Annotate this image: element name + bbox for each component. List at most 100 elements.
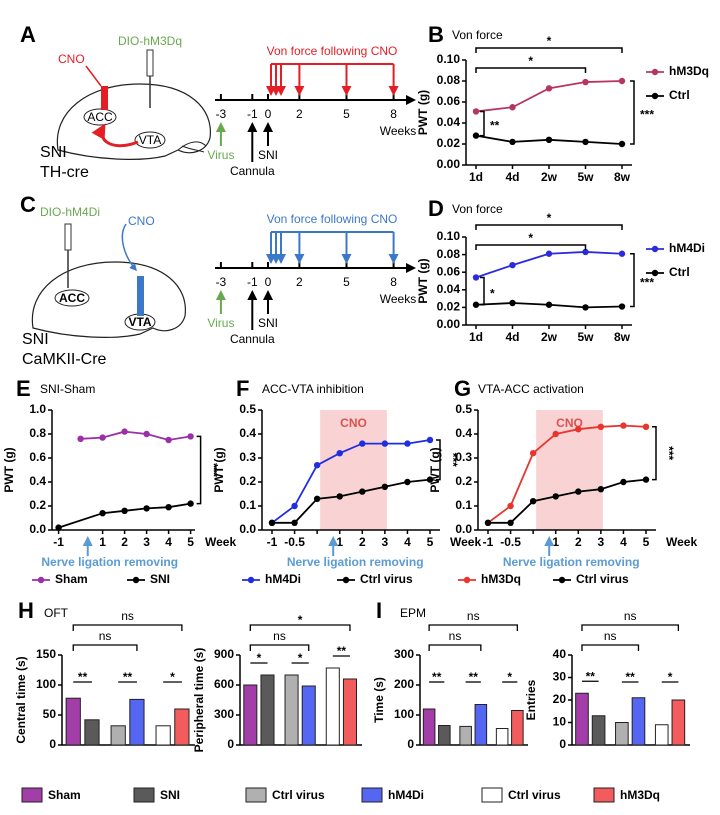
significance-label: *** (640, 275, 654, 289)
bar (495, 728, 509, 746)
y-axis-label: PWT (g) (212, 447, 226, 492)
legend-label: Ctrl virus (360, 572, 413, 586)
x-tick-label: 3 (143, 535, 150, 549)
significance-bracket (652, 426, 657, 481)
bar (155, 725, 171, 746)
timeline-tick-label: -1 (247, 107, 258, 121)
significance-label: ** (490, 119, 500, 133)
data-point (472, 301, 480, 308)
significance-bracket (630, 80, 635, 145)
shaded-region (320, 410, 387, 530)
data-point (582, 248, 589, 256)
data-point (472, 108, 480, 115)
x-tick-label: 2 (121, 535, 128, 549)
significance-label: * (507, 670, 512, 684)
data-point (552, 493, 559, 500)
schematic-a: A ACC VTA CNO DIO-hM3Dq SNI TH-cre (20, 22, 211, 181)
model-label: SNI (40, 144, 67, 161)
significance-label: ns (99, 629, 112, 643)
data-point (313, 462, 321, 469)
significance-label: * (170, 670, 175, 684)
legend-label: hM3Dq (620, 788, 660, 802)
bar (110, 725, 126, 746)
series-line (487, 424, 647, 524)
data-point (313, 495, 321, 502)
sni-label: SNI (258, 316, 278, 330)
data-point (336, 450, 343, 457)
significance-bracket (475, 67, 587, 73)
timeline-tick-label: 8 (390, 275, 397, 289)
data-point (472, 132, 480, 139)
legend-marker (651, 245, 659, 253)
significance-label: *** (662, 446, 676, 460)
significance-label: *** (446, 453, 460, 467)
legend-swatch (133, 787, 155, 803)
data-point (529, 498, 537, 505)
data-point (618, 303, 626, 310)
data-point (618, 77, 626, 85)
bar (438, 725, 451, 746)
data-point (359, 440, 366, 447)
data-point (509, 261, 516, 269)
data-point (575, 426, 582, 433)
y-tick-label: 0.6 (29, 450, 46, 464)
pointer (121, 223, 137, 272)
projection-arrow (91, 123, 139, 148)
y-tick-label: 0.1 (455, 498, 472, 512)
y-tick-label: 0.8 (29, 426, 46, 440)
significance-label: ** (432, 670, 442, 684)
panel-label: G (454, 376, 471, 401)
y-tick-label: 0.04 (437, 282, 461, 296)
legend-marker (651, 68, 659, 76)
significance-label: ** (469, 670, 479, 684)
data-point (618, 250, 626, 257)
x-tick-label: 1 (336, 535, 343, 549)
significance-bracket (249, 644, 310, 651)
legend-label: Ctrl virus (508, 788, 561, 802)
y-tick-label: 0.10 (437, 229, 461, 243)
legend-swatch (361, 787, 383, 803)
x-tick-label: 2w (541, 330, 558, 344)
strain-label: CaMKII-Cre (22, 351, 107, 368)
legend-label: Ctrl (669, 265, 690, 279)
significance-label: * (547, 211, 552, 225)
timeline-tick-label: 0 (265, 107, 272, 121)
significance-label: ns (273, 629, 286, 643)
x-tick-label: 5w (577, 330, 594, 344)
data-point (509, 104, 516, 111)
bar (474, 704, 488, 746)
y-axis-label: PWT (g) (416, 258, 430, 303)
panel-label: A (20, 22, 36, 47)
bar (342, 678, 358, 746)
bar (575, 692, 589, 746)
y-tick-label: 0.02 (437, 300, 461, 314)
timeline-unit: Weeks (380, 124, 416, 138)
legend-label: hM4Di (388, 788, 424, 802)
legend-label: hM3Dq (481, 572, 521, 586)
y-axis-label: PWT (g) (416, 90, 430, 135)
x-tick-label: 1d (469, 170, 483, 184)
y-tick-label: 0 (49, 737, 56, 751)
panel-label: C (20, 192, 36, 217)
data-point (484, 519, 492, 526)
pointer (85, 65, 102, 87)
data-point (545, 250, 553, 257)
panel-label: I (376, 598, 382, 623)
cannula (137, 276, 144, 316)
x-tick-label: 8w (614, 170, 631, 184)
data-point (121, 507, 128, 514)
y-tick-label: 200 (394, 677, 414, 691)
y-tick-label: 0 (407, 737, 414, 751)
series-line (80, 430, 191, 441)
data-point (291, 502, 298, 510)
vta-region (134, 131, 166, 149)
timeline-caption: Von force following CNO (267, 44, 398, 58)
data-point (381, 483, 389, 490)
legend-swatch (593, 787, 615, 803)
significance-label: * (490, 286, 495, 300)
x-tick-label: -0.5 (284, 535, 305, 549)
data-point (165, 436, 172, 444)
data-point (404, 478, 411, 486)
data-point (99, 510, 106, 517)
significance-label: ** (586, 669, 596, 683)
